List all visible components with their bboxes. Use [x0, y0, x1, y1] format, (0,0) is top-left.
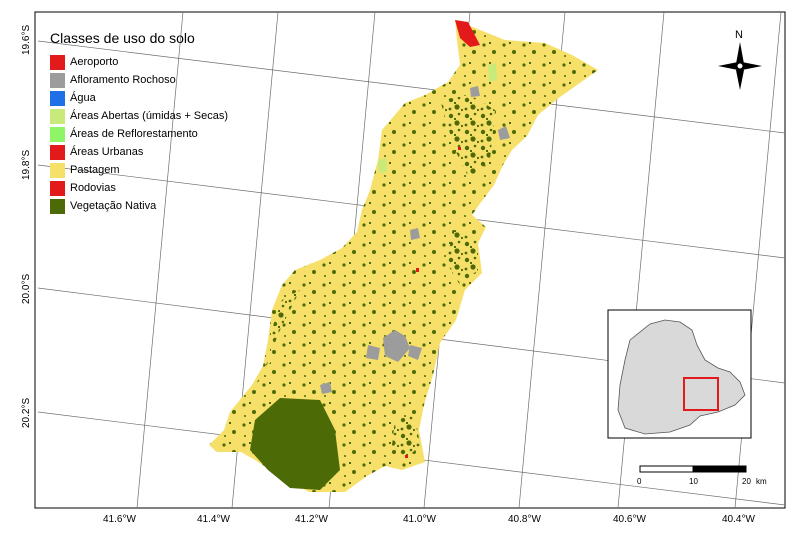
- legend-label: Áreas Abertas (úmidas + Secas): [70, 110, 229, 122]
- x-tick-label: 40.8°W: [508, 514, 541, 525]
- legend-title: Classes de uso do solo: [50, 30, 195, 46]
- y-tick-label: 19.6°S: [21, 25, 32, 55]
- scale-tick-0: 0: [637, 477, 642, 486]
- legend-label: Áreas Urbanas: [70, 146, 144, 158]
- y-tick-label: 20.2°S: [21, 398, 32, 428]
- legend-item-afloramento: Afloramento Rochoso: [50, 71, 250, 89]
- legend-label: Pastagem: [70, 164, 120, 176]
- legend-item-rodovias: Rodovias: [50, 179, 250, 197]
- legend-swatch: [50, 126, 65, 142]
- afloramento-patches: [320, 86, 510, 394]
- legend-swatch: [50, 54, 65, 70]
- legend-swatch: [50, 108, 65, 124]
- legend-item-reflorestamento: Áreas de Reflorestamento: [50, 125, 250, 143]
- y-tick-label: 19.8°S: [21, 150, 32, 180]
- areas-abertas-patches: [378, 63, 497, 173]
- x-tick-label: 41.0°W: [403, 514, 436, 525]
- x-tick-label: 41.4°W: [197, 514, 230, 525]
- legend-items: Aeroporto Afloramento Rochoso Água Áreas Ab…: [50, 53, 250, 215]
- inset-map: [607, 309, 752, 439]
- legend-item-urbanas: Áreas Urbanas: [50, 143, 250, 161]
- legend-item-pastagem: Pastagem: [50, 161, 250, 179]
- x-tick-label: 41.6°W: [103, 514, 136, 525]
- legend-item-agua: Água: [50, 89, 250, 107]
- urban-areas: [405, 20, 480, 458]
- scale-bar: 0 10 20 km: [637, 465, 767, 486]
- legend-item-areas-abertas: Áreas Abertas (úmidas + Secas): [50, 107, 250, 125]
- north-arrow: N: [718, 29, 762, 90]
- x-tick-label: 40.6°W: [613, 514, 646, 525]
- legend-swatch: [50, 144, 65, 160]
- legend-item-vegetacao: Vegetação Nativa: [50, 197, 250, 215]
- north-label: N: [735, 29, 743, 41]
- legend-label: Água: [70, 92, 96, 104]
- x-axis-ticks: 41.6°W 41.4°W 41.2°W 41.0°W 40.8°W 40.6°…: [103, 514, 755, 525]
- legend-label: Aeroporto: [70, 56, 119, 68]
- scale-tick-10: 10: [689, 477, 698, 486]
- legend-label: Vegetação Nativa: [70, 200, 157, 212]
- y-tick-label: 20.0°S: [21, 274, 32, 304]
- legend-label: Afloramento Rochoso: [70, 74, 176, 86]
- scale-unit: km: [756, 477, 767, 486]
- inset-highlight-box: [683, 377, 719, 411]
- legend-label: Rodovias: [70, 182, 116, 194]
- legend-swatch: [50, 162, 65, 178]
- legend-swatch: [50, 180, 65, 196]
- legend-label: Áreas de Reflorestamento: [70, 128, 198, 140]
- legend-swatch: [50, 72, 65, 88]
- legend-swatch: [50, 198, 65, 214]
- legend-item-aeroporto: Aeroporto: [50, 53, 250, 71]
- scale-tick-20: 20: [742, 477, 751, 486]
- y-axis-ticks: 19.6°S 19.8°S 20.0°S 20.2°S: [21, 25, 32, 428]
- legend: Classes de uso do solo Aeroporto Aflorame…: [50, 30, 250, 215]
- x-tick-label: 41.2°W: [295, 514, 328, 525]
- legend-swatch: [50, 90, 65, 106]
- x-tick-label: 40.4°W: [722, 514, 755, 525]
